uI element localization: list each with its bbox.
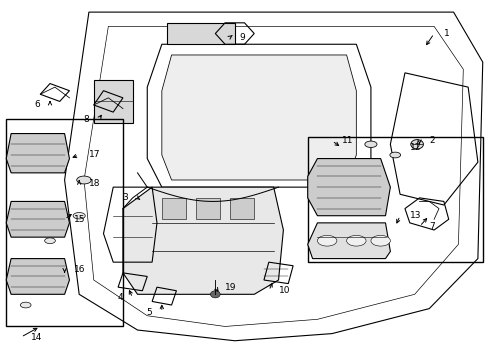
Text: 8: 8 bbox=[83, 115, 89, 124]
Polygon shape bbox=[6, 134, 69, 173]
Bar bbox=[196, 198, 220, 219]
Ellipse shape bbox=[364, 141, 376, 148]
Bar bbox=[166, 23, 234, 44]
Text: 12: 12 bbox=[409, 143, 420, 152]
Circle shape bbox=[210, 291, 220, 298]
Ellipse shape bbox=[389, 152, 400, 158]
Polygon shape bbox=[6, 258, 69, 294]
Text: 16: 16 bbox=[74, 265, 86, 274]
Polygon shape bbox=[122, 187, 283, 294]
Text: 1: 1 bbox=[443, 29, 448, 38]
Text: 7: 7 bbox=[428, 222, 434, 231]
Text: 15: 15 bbox=[74, 215, 86, 224]
Ellipse shape bbox=[44, 238, 55, 244]
Bar bbox=[307, 137, 482, 262]
Text: 3: 3 bbox=[122, 193, 127, 202]
Text: 4: 4 bbox=[117, 293, 122, 302]
Polygon shape bbox=[162, 55, 356, 180]
Polygon shape bbox=[307, 158, 389, 216]
Ellipse shape bbox=[73, 212, 85, 219]
Text: 2: 2 bbox=[428, 136, 434, 145]
Text: 11: 11 bbox=[341, 136, 352, 145]
Text: 13: 13 bbox=[409, 211, 421, 220]
Text: 9: 9 bbox=[239, 33, 245, 42]
Text: 5: 5 bbox=[146, 308, 152, 317]
Ellipse shape bbox=[77, 176, 91, 184]
Circle shape bbox=[410, 140, 423, 149]
Ellipse shape bbox=[370, 235, 389, 246]
Text: 18: 18 bbox=[89, 179, 100, 188]
Ellipse shape bbox=[20, 302, 31, 308]
Text: 10: 10 bbox=[278, 286, 289, 295]
Bar bbox=[6, 119, 122, 327]
Text: 17: 17 bbox=[89, 150, 100, 159]
Polygon shape bbox=[6, 202, 69, 237]
Text: 6: 6 bbox=[35, 100, 40, 109]
Text: 19: 19 bbox=[224, 283, 236, 292]
Polygon shape bbox=[307, 223, 389, 258]
Text: 14: 14 bbox=[30, 333, 42, 342]
Bar bbox=[94, 80, 132, 123]
Ellipse shape bbox=[346, 235, 366, 246]
Bar bbox=[229, 198, 254, 219]
Bar bbox=[162, 198, 186, 219]
Ellipse shape bbox=[317, 235, 336, 246]
